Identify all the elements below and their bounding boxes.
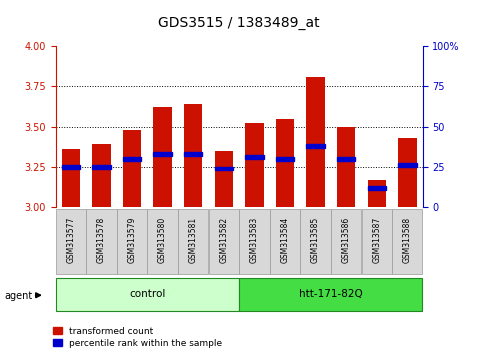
Bar — [214, 151, 233, 207]
Bar — [398, 163, 416, 167]
Bar — [306, 144, 325, 148]
Bar — [56, 278, 239, 312]
Text: GSM313577: GSM313577 — [66, 217, 75, 263]
Bar — [62, 165, 80, 169]
Text: GSM313578: GSM313578 — [97, 217, 106, 263]
Bar — [154, 152, 172, 156]
Text: GSM313580: GSM313580 — [158, 217, 167, 263]
Bar — [154, 107, 172, 207]
Bar — [300, 209, 331, 274]
Bar — [362, 209, 392, 274]
Bar — [92, 144, 111, 207]
Text: GSM313587: GSM313587 — [372, 217, 381, 263]
Bar — [147, 209, 178, 274]
Text: GSM313582: GSM313582 — [219, 217, 228, 263]
Bar — [392, 209, 423, 274]
Bar — [239, 209, 270, 274]
Bar — [123, 157, 141, 161]
Bar — [62, 149, 80, 207]
Bar — [245, 155, 264, 159]
Bar — [92, 165, 111, 169]
Bar — [86, 209, 116, 274]
Text: GSM313584: GSM313584 — [281, 217, 289, 263]
Bar — [184, 104, 202, 207]
Bar — [337, 157, 355, 161]
Bar — [331, 209, 361, 274]
Text: control: control — [129, 289, 166, 299]
Bar — [184, 152, 202, 156]
Bar — [337, 127, 355, 207]
Text: GSM313585: GSM313585 — [311, 217, 320, 263]
Bar — [270, 209, 300, 274]
Text: GSM313579: GSM313579 — [128, 217, 137, 263]
Bar — [239, 278, 423, 312]
Bar — [214, 166, 233, 170]
Bar — [276, 157, 294, 161]
Bar — [56, 209, 86, 274]
Text: htt-171-82Q: htt-171-82Q — [299, 289, 363, 299]
Bar — [276, 119, 294, 207]
Text: GSM313588: GSM313588 — [403, 217, 412, 263]
Text: GSM313586: GSM313586 — [341, 217, 351, 263]
Bar — [178, 209, 208, 274]
Text: GSM313581: GSM313581 — [189, 217, 198, 263]
Text: GDS3515 / 1383489_at: GDS3515 / 1383489_at — [158, 16, 320, 30]
Bar — [306, 76, 325, 207]
Bar — [245, 123, 264, 207]
Bar — [398, 138, 416, 207]
Text: agent: agent — [5, 291, 33, 301]
Bar — [117, 209, 147, 274]
Bar — [123, 130, 141, 207]
Bar — [368, 180, 386, 207]
Legend: transformed count, percentile rank within the sample: transformed count, percentile rank withi… — [53, 327, 222, 348]
Text: GSM313583: GSM313583 — [250, 217, 259, 263]
Bar — [209, 209, 239, 274]
Bar — [368, 186, 386, 190]
